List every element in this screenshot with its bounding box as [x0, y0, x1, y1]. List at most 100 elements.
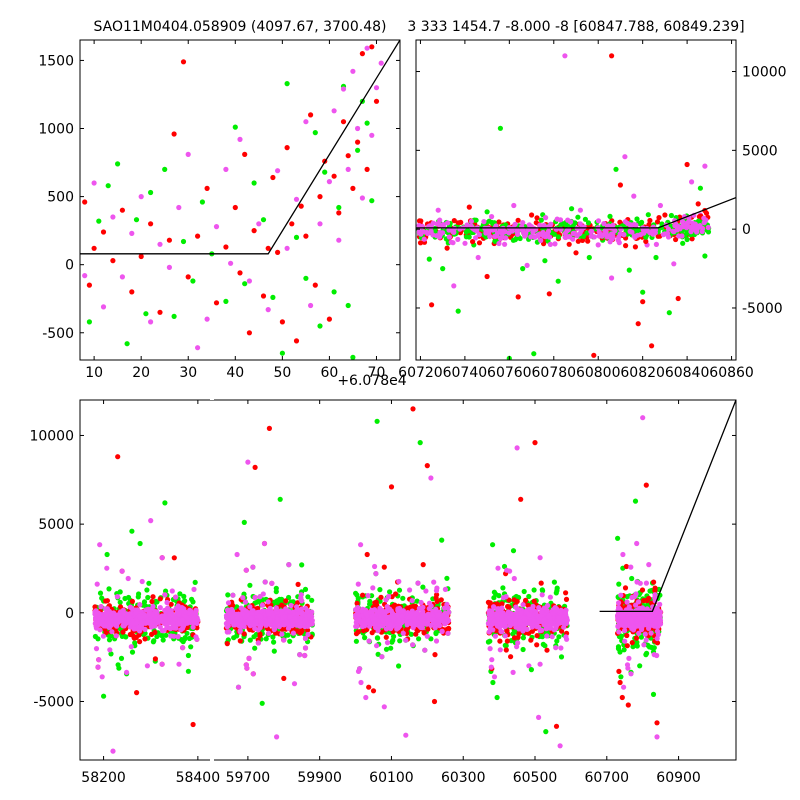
data-point-magenta [103, 612, 109, 618]
data-point-red [230, 602, 236, 609]
data-point-magenta [124, 669, 130, 676]
data-point-magenta [408, 611, 414, 617]
data-point-red [526, 630, 532, 636]
data-point-magenta [93, 611, 99, 617]
data-point-green [181, 593, 187, 600]
data-point-red [204, 185, 210, 191]
panel-bottom: 58200 58400 59700 59900 60100 60300 60500 60700… [29, 394, 737, 786]
data-point-magenta [138, 622, 144, 629]
data-point-green [199, 199, 205, 205]
y-tick-label: 1000 [38, 122, 74, 138]
y-tick-label: 1500 [38, 53, 74, 69]
data-point-green [440, 266, 446, 272]
data-point-green [554, 585, 560, 591]
data-point-magenta [350, 68, 356, 74]
data-point-magenta [481, 219, 487, 225]
data-point-magenta [631, 193, 637, 199]
data-point-magenta [624, 599, 630, 605]
data-point-magenta [489, 657, 495, 663]
data-point-green [666, 310, 672, 316]
data-point-magenta [150, 603, 156, 610]
data-point-magenta [599, 232, 605, 238]
data-point-magenta [251, 621, 257, 628]
data-point-magenta [622, 219, 628, 225]
data-point-green [586, 254, 592, 261]
data-point-magenta [396, 578, 402, 585]
data-point-magenta [642, 631, 648, 637]
data-point-magenta [544, 633, 550, 639]
data-point-magenta [591, 234, 598, 240]
data-point-red [137, 639, 143, 645]
data-point-magenta [282, 614, 288, 620]
data-point-magenta [437, 217, 443, 223]
data-point-green [274, 598, 280, 604]
data-point-green [510, 631, 516, 637]
data-point-magenta [391, 615, 397, 621]
data-point-magenta [410, 642, 416, 648]
panel-bottom-points [92, 406, 664, 754]
data-point-red [86, 282, 92, 288]
data-point-magenta [523, 609, 530, 616]
data-point-green [383, 646, 390, 652]
data-point-magenta [538, 609, 545, 615]
data-point-magenta [247, 604, 253, 610]
data-point-magenta [686, 218, 692, 224]
x-tick-label: 40 [226, 365, 244, 381]
data-point-green [490, 679, 496, 686]
data-point-magenta [634, 579, 640, 585]
data-point-green [531, 351, 537, 357]
data-point-red [662, 212, 668, 218]
data-point-magenta [546, 623, 552, 629]
data-point-magenta [445, 630, 451, 636]
data-point-green [607, 213, 613, 219]
data-point-magenta [517, 618, 523, 625]
data-point-magenta [531, 618, 537, 624]
data-point-green [124, 341, 130, 347]
data-point-red [417, 240, 424, 246]
data-point-red [223, 244, 229, 250]
data-point-red [563, 596, 570, 603]
data-point-magenta [537, 555, 543, 561]
data-point-green [520, 646, 526, 653]
data-point-red [369, 630, 375, 636]
data-point-magenta [384, 616, 390, 622]
data-point-red [298, 203, 304, 209]
data-point-magenta [436, 234, 443, 240]
data-point-green [160, 637, 166, 643]
data-point-magenta [442, 586, 448, 593]
data-point-red [340, 119, 347, 125]
data-point-red [635, 321, 641, 327]
data-point-magenta [495, 230, 501, 236]
data-point-magenta [445, 220, 451, 226]
data-point-magenta [288, 602, 294, 609]
data-point-red [444, 245, 450, 251]
data-point-magenta [379, 654, 385, 660]
data-point-magenta [618, 226, 624, 232]
data-point-red [619, 694, 625, 701]
data-point-green [486, 218, 492, 224]
data-point-magenta [190, 624, 196, 630]
data-point-magenta [562, 230, 568, 236]
data-point-green [108, 651, 114, 657]
data-point-magenta [354, 623, 360, 629]
data-point-red [622, 585, 629, 591]
data-point-magenta [455, 236, 461, 242]
data-point-red [279, 602, 285, 608]
data-point-green [408, 631, 414, 637]
data-point-green [142, 630, 148, 636]
data-point-red [180, 59, 187, 65]
data-point-magenta [226, 612, 232, 618]
data-point-magenta [620, 551, 626, 558]
data-point-red [505, 603, 511, 610]
data-point-red [476, 240, 483, 246]
data-point-magenta [552, 608, 558, 614]
data-point-magenta [162, 592, 168, 598]
data-point-red [353, 631, 360, 637]
data-point-magenta [381, 611, 387, 617]
data-point-magenta [94, 619, 100, 625]
data-point-magenta [373, 571, 379, 577]
data-point-magenta [361, 607, 367, 613]
data-point-magenta [165, 620, 171, 626]
data-point-magenta [486, 230, 492, 236]
data-point-magenta [386, 593, 392, 600]
